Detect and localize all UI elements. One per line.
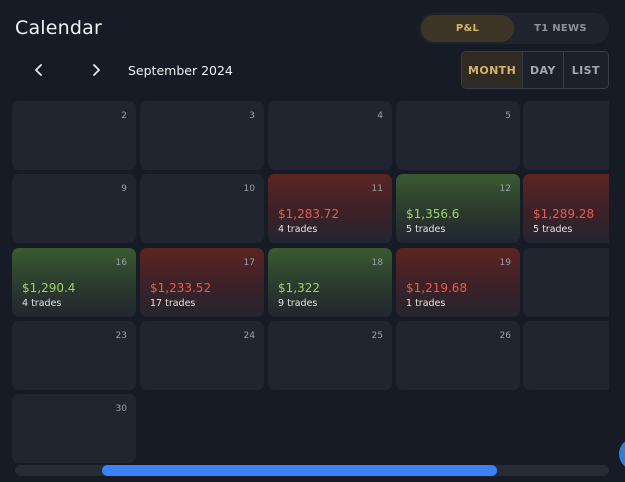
day-number: 12 bbox=[499, 184, 511, 194]
day-number: 24 bbox=[243, 331, 255, 341]
calendar-day-cell[interactable]: 12 $1,356.6 5 trades bbox=[396, 174, 520, 243]
day-number: 17 bbox=[243, 258, 255, 268]
calendar-day-cell[interactable]: 18 $1,322 9 trades bbox=[268, 248, 392, 317]
pnl-amount: $1,283.72 bbox=[278, 207, 340, 221]
month-label: September 2024 bbox=[128, 63, 233, 78]
day-number: 19 bbox=[499, 258, 511, 268]
calendar-day-cell[interactable]: 26 bbox=[396, 321, 520, 390]
calendar-day-cell[interactable] bbox=[523, 248, 609, 317]
day-number: 23 bbox=[115, 331, 127, 341]
trade-count: 4 trades bbox=[278, 224, 318, 235]
calendar-day-cell[interactable]: 16 $1,290.4 4 trades bbox=[12, 248, 136, 317]
calendar-day-cell[interactable] bbox=[523, 321, 609, 390]
day-number: 3 bbox=[249, 111, 255, 121]
calendar-day-cell[interactable]: $1,289.28 5 trades bbox=[523, 174, 609, 243]
day-number: 4 bbox=[377, 111, 383, 121]
horizontal-scrollbar-thumb[interactable] bbox=[102, 465, 497, 476]
pnl-amount: $1,219.68 bbox=[406, 281, 468, 295]
calendar-day-cell[interactable]: 5 bbox=[396, 101, 520, 170]
trade-count: 5 trades bbox=[406, 224, 446, 235]
view-toggle: P&L T1 NEWS bbox=[419, 13, 609, 44]
calendar-day-cell[interactable]: 10 bbox=[140, 174, 264, 243]
day-number: 18 bbox=[371, 258, 383, 268]
pnl-amount: $1,290.4 bbox=[22, 281, 76, 295]
day-number: 9 bbox=[121, 184, 127, 194]
pnl-amount: $1,233.52 bbox=[150, 281, 212, 295]
calendar-mode-toggle: MONTH DAY LIST bbox=[461, 51, 609, 89]
calendar-day-cell[interactable]: 9 bbox=[12, 174, 136, 243]
day-number: 10 bbox=[243, 184, 255, 194]
tab-t1-news[interactable]: T1 NEWS bbox=[534, 23, 587, 34]
calendar-day-cell[interactable]: 17 $1,233.52 17 trades bbox=[140, 248, 264, 317]
chevron-left-icon bbox=[35, 64, 42, 76]
calendar-day-cell[interactable]: 4 bbox=[268, 101, 392, 170]
mode-day-button[interactable]: DAY bbox=[523, 52, 564, 88]
page-title: Calendar bbox=[15, 17, 103, 39]
pnl-amount: $1,322 bbox=[278, 281, 320, 295]
trade-count: 5 trades bbox=[533, 224, 573, 235]
mode-month-button[interactable]: MONTH bbox=[462, 52, 524, 88]
calendar-day-cell[interactable]: 19 $1,219.68 1 trades bbox=[396, 248, 520, 317]
trade-count: 4 trades bbox=[22, 298, 62, 309]
tab-pnl[interactable]: P&L bbox=[421, 15, 514, 42]
mode-list-button[interactable]: LIST bbox=[571, 63, 600, 77]
day-number: 26 bbox=[499, 331, 511, 341]
calendar-day-cell[interactable]: 3 bbox=[140, 101, 264, 170]
trade-count: 9 trades bbox=[278, 298, 318, 309]
day-number: 30 bbox=[115, 404, 127, 414]
pnl-amount: $1,289.28 bbox=[533, 207, 595, 221]
calendar-day-cell[interactable]: 24 bbox=[140, 321, 264, 390]
chevron-right-icon bbox=[93, 64, 100, 76]
prev-month-button[interactable] bbox=[29, 60, 49, 80]
calendar-day-cell[interactable]: 11 $1,283.72 4 trades bbox=[268, 174, 392, 243]
day-number: 5 bbox=[505, 111, 511, 121]
day-number: 25 bbox=[371, 331, 383, 341]
day-number: 11 bbox=[371, 184, 383, 194]
calendar-day-cell[interactable] bbox=[523, 101, 609, 170]
calendar-day-cell[interactable]: 2 bbox=[12, 101, 136, 170]
trade-count: 17 trades bbox=[150, 298, 196, 309]
pnl-amount: $1,356.6 bbox=[406, 207, 460, 221]
calendar-day-cell[interactable]: 30 bbox=[12, 394, 136, 463]
trade-count: 1 trades bbox=[406, 298, 446, 309]
calendar-day-cell[interactable]: 25 bbox=[268, 321, 392, 390]
calendar-day-cell[interactable]: 23 bbox=[12, 321, 136, 390]
day-number: 16 bbox=[115, 258, 127, 268]
calendar-grid: 2 3 4 5 9 10 11 $1,283.72 4 trades 12 $1,356.6 5 tr… bbox=[0, 96, 609, 463]
day-number: 2 bbox=[121, 111, 127, 121]
next-month-button[interactable] bbox=[86, 60, 106, 80]
chat-launcher-button[interactable] bbox=[619, 438, 625, 470]
